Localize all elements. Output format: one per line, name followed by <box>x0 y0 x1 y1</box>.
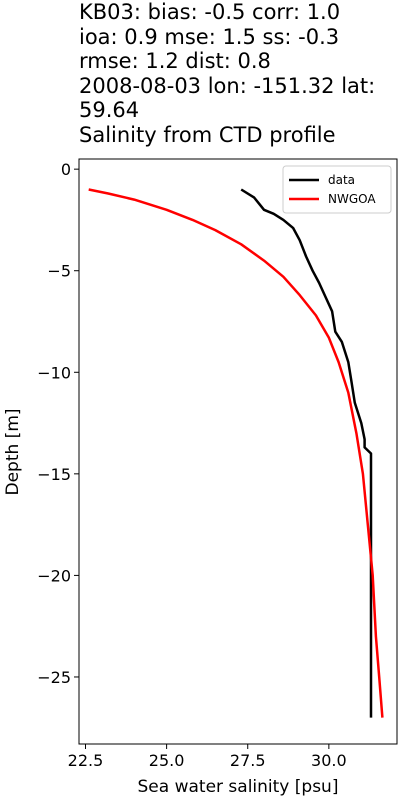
series-line-nwgoa <box>88 188 384 718</box>
title-line: Salinity from CTD profile <box>79 122 336 147</box>
ticks-layer: 22.5 25.0 27.5 30.0 0 −5 −10 −15 −20 −25 <box>37 160 346 770</box>
legend-label-nwgoa: NWGOA <box>328 192 376 206</box>
title-line: ioa: 0.9 mse: 1.5 ss: -0.3 <box>79 24 340 49</box>
legend: data NWGOA <box>282 165 392 214</box>
y-tick-label: −10 <box>37 363 71 382</box>
y-tick-label: −20 <box>37 566 71 585</box>
series-layer <box>88 188 384 718</box>
title-line: KB03: bias: -0.5 corr: 1.0 <box>79 0 341 24</box>
y-tick-label: −25 <box>37 668 71 687</box>
legend-box <box>282 165 392 214</box>
x-tick-label: 22.5 <box>68 751 104 770</box>
y-axis-label: Depth [m] <box>3 408 23 495</box>
legend-label-data: data <box>328 173 355 187</box>
plot-frame <box>78 158 398 745</box>
x-axis-label: Sea water salinity [psu] <box>138 777 339 797</box>
y-tick-label: 0 <box>61 160 71 179</box>
title-line: 59.64 <box>79 98 140 122</box>
title-line: rmse: 1.2 dist: 0.8 <box>79 49 271 73</box>
chart-title: KB03: bias: -0.5 corr: 1.0 ioa: 0.9 mse:… <box>79 0 399 147</box>
title-line: 2008-08-03 lon: -151.32 lat: <box>79 73 376 98</box>
x-tick-label: 25.0 <box>149 751 185 770</box>
y-tick-label: −5 <box>47 262 71 281</box>
x-tick-label: 27.5 <box>230 751 266 770</box>
x-tick-label: 30.0 <box>311 751 347 770</box>
series-line-data <box>240 188 373 718</box>
y-tick-label: −15 <box>37 465 71 484</box>
